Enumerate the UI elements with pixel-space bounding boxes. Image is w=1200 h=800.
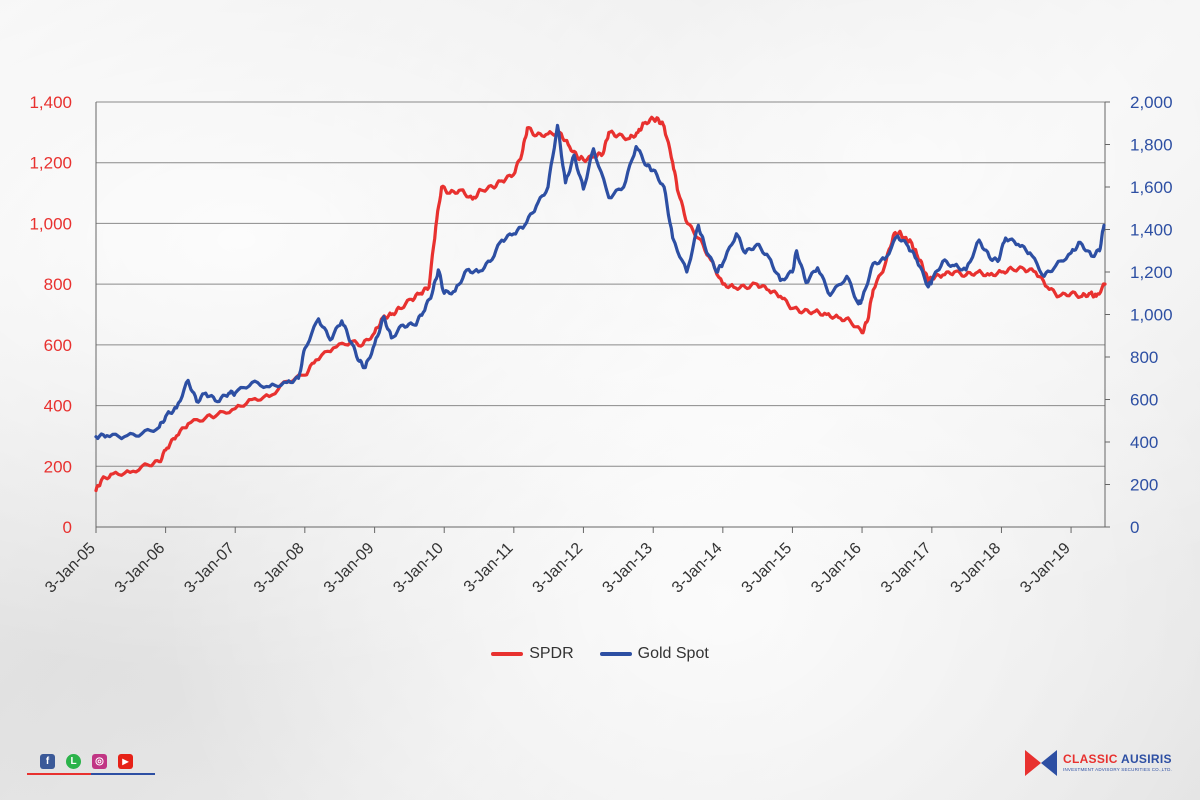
right-y-tick-label: 600: [1130, 391, 1158, 410]
left-y-tick-label: 1,200: [29, 154, 72, 173]
legend-label-gold-spot: Gold Spot: [637, 645, 709, 662]
right-y-tick-label: 1,200: [1130, 263, 1173, 282]
x-tick-label: 3-Jan-15: [739, 540, 796, 597]
x-tick-label: 3-Jan-10: [390, 540, 447, 597]
right-y-tick-label: 1,000: [1130, 306, 1173, 325]
brand-name: CLASSIC AUSIRIS: [1063, 753, 1172, 766]
line-icon[interactable]: L: [66, 754, 81, 769]
right-y-tick-label: 0: [1130, 518, 1139, 537]
series-line-gold-spot: [94, 123, 1106, 441]
x-tick-label: 3-Jan-13: [599, 540, 656, 597]
social-underline: [27, 773, 155, 775]
x-tick-label: 3-Jan-18: [948, 540, 1005, 597]
left-y-axis: 0 200 400 600 800 1,000 1,200 1,400: [29, 93, 97, 537]
x-tick-label: 3-Jan-16: [808, 540, 865, 597]
legend-swatch-gold-spot: [599, 652, 632, 656]
legend-swatch-spdr: [491, 652, 524, 656]
x-tick-label: 3-Jan-12: [530, 540, 587, 597]
right-y-tick-label: 1,800: [1130, 136, 1173, 155]
right-y-tick-label: 200: [1130, 476, 1158, 495]
x-tick-label: 3-Jan-05: [42, 540, 99, 597]
left-y-tick-label: 800: [44, 275, 72, 294]
right-y-tick-label: 800: [1130, 348, 1158, 367]
brand-name-part1: CLASSIC: [1063, 752, 1118, 766]
legend-label-spdr: SPDR: [529, 645, 574, 662]
right-y-tick-label: 2,000: [1130, 93, 1173, 112]
left-y-tick-label: 0: [63, 518, 72, 537]
left-y-tick-label: 400: [44, 397, 72, 416]
x-tick-label: 3-Jan-09: [321, 540, 378, 597]
legend-item-spdr[interactable]: SPDR: [491, 645, 574, 663]
x-tick-label: 3-Jan-17: [878, 540, 935, 597]
youtube-icon[interactable]: ▶: [118, 754, 133, 769]
brand-name-part2: AUSIRIS: [1120, 752, 1172, 766]
left-y-tick-label: 600: [44, 336, 72, 355]
x-tick-label: 3-Jan-07: [181, 540, 238, 597]
social-links: f L ◎ ▶: [40, 754, 133, 769]
x-tick-label: 3-Jan-11: [461, 540, 517, 596]
legend-item-gold-spot[interactable]: Gold Spot: [599, 645, 709, 663]
x-tick-label: 3-Jan-06: [112, 540, 169, 597]
chart-series: [94, 115, 1107, 493]
x-tick-label: 3-Jan-19: [1017, 540, 1074, 597]
x-tick-label: 3-Jan-08: [251, 540, 308, 597]
right-y-tick-label: 400: [1130, 433, 1158, 452]
facebook-icon[interactable]: f: [40, 754, 55, 769]
legend: SPDR Gold Spot: [0, 645, 1200, 663]
brand-mark-icon: [1025, 750, 1057, 776]
right-y-tick-label: 1,600: [1130, 178, 1173, 197]
left-y-tick-label: 1,400: [29, 93, 72, 112]
x-tick-label: 3-Jan-14: [669, 540, 726, 597]
series-line-spdr: [94, 115, 1107, 493]
right-y-tick-label: 1,400: [1130, 221, 1173, 240]
right-y-axis: 0 200 400 600 800 1,000 1,200 1,400 1,600 1,800 2,…: [1104, 93, 1173, 537]
x-axis: 3-Jan-05 3-Jan-06 3-Jan-07 3-Jan-08 3-Jan-09…: [42, 526, 1105, 597]
brand-logo: CLASSIC AUSIRIS INVESTMENT ADVISORY SECU…: [1023, 748, 1172, 778]
instagram-icon[interactable]: ◎: [92, 754, 107, 769]
chart-gridlines: [96, 101, 1105, 467]
left-y-tick-label: 200: [44, 457, 72, 476]
brand-subtitle: INVESTMENT ADVISORY SECURITIES CO.,LTD.: [1063, 767, 1172, 772]
left-y-tick-label: 1,000: [29, 214, 72, 233]
